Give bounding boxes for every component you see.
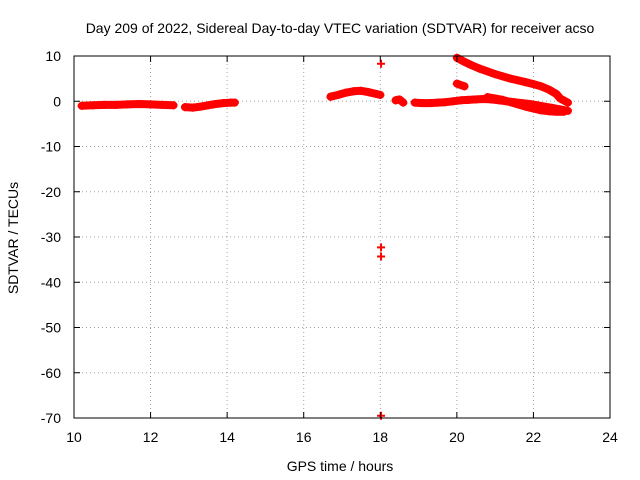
- x-tick-label: 18: [372, 429, 388, 445]
- data-point: [514, 100, 523, 109]
- y-tick-label: -50: [41, 320, 61, 336]
- y-tick-label: -40: [41, 274, 61, 290]
- data-point: [349, 87, 358, 96]
- data-point: [498, 95, 507, 104]
- y-tick-label: -70: [41, 410, 61, 426]
- x-axis-label: GPS time / hours: [287, 458, 394, 474]
- data-point: [498, 72, 507, 81]
- data-point: [460, 57, 469, 66]
- data-point: [475, 64, 484, 73]
- data-point: [426, 99, 435, 108]
- data-point: [464, 95, 473, 104]
- data-point: [491, 94, 500, 103]
- data-point: [521, 78, 530, 87]
- data-point: [77, 101, 86, 110]
- data-point: [211, 99, 220, 108]
- data-point: [364, 88, 373, 97]
- data-point: [556, 94, 565, 103]
- data-point: [341, 88, 350, 97]
- data-point: [135, 99, 144, 108]
- data-point: [376, 90, 385, 99]
- data-point: [514, 76, 523, 85]
- x-tick-label: 16: [296, 429, 312, 445]
- outlier-point: [377, 59, 386, 68]
- data-point: [506, 74, 515, 83]
- data-point: [483, 93, 492, 102]
- x-tick-label: 14: [219, 429, 235, 445]
- outlier-point: [377, 243, 386, 252]
- data-point: [456, 80, 465, 89]
- data-point: [399, 98, 408, 107]
- data-point: [181, 103, 190, 112]
- data-point: [544, 85, 553, 94]
- data-point: [544, 107, 553, 116]
- x-tick-label: 12: [143, 429, 159, 445]
- x-tick-label: 22: [526, 429, 542, 445]
- data-point: [188, 103, 197, 112]
- data-point: [460, 82, 469, 91]
- data-point: [230, 98, 239, 107]
- outlier-point: [377, 252, 386, 261]
- data-point: [334, 90, 343, 99]
- data-point: [204, 101, 212, 110]
- data-point: [560, 107, 569, 116]
- data-point: [449, 97, 458, 106]
- data-point: [452, 79, 461, 88]
- y-tick-label: -60: [41, 365, 61, 381]
- data-point: [433, 98, 442, 107]
- data-point: [123, 100, 132, 109]
- data-point: [506, 98, 515, 107]
- data-point: [219, 99, 228, 108]
- x-tick-label: 10: [66, 429, 82, 445]
- data-point: [100, 100, 109, 109]
- data-point: [468, 61, 477, 70]
- y-axis-label: SDTVAR / TECUs: [5, 182, 21, 294]
- y-tick-label: -10: [41, 139, 61, 155]
- data-point: [112, 100, 121, 109]
- data-point: [418, 99, 427, 108]
- ticks: [73, 55, 611, 419]
- data-point: [491, 70, 500, 79]
- data-point: [456, 96, 465, 105]
- y-tick-label: 0: [53, 93, 61, 109]
- y-tick-label: -30: [41, 229, 61, 245]
- data-point: [326, 92, 335, 101]
- data-point: [483, 67, 492, 76]
- data-point: [441, 98, 450, 107]
- data-point: [537, 82, 546, 91]
- tick-labels: 10 12 14 16 18 20 22 24 10 0 -10 -20 -30 -40 -50 -60 -70: [41, 48, 618, 445]
- data-point: [158, 100, 167, 109]
- data-point: [146, 100, 155, 109]
- y-tick-label: 10: [45, 48, 61, 64]
- x-tick-label: 24: [602, 429, 618, 445]
- data-point: [89, 101, 98, 110]
- data-point: [552, 107, 561, 116]
- data-point: [537, 106, 546, 115]
- data-point: [169, 101, 178, 110]
- data-point: [357, 86, 366, 95]
- data-point: [529, 104, 538, 113]
- data-point: [563, 98, 572, 107]
- data-point: [410, 98, 419, 107]
- data-point: [521, 102, 530, 111]
- data-marks: [77, 53, 572, 420]
- y-tick-label: -20: [41, 184, 61, 200]
- data-point: [472, 95, 480, 104]
- chart-title: Day 209 of 2022, Sidereal Day-to-day VTE…: [86, 20, 595, 36]
- x-tick-label: 20: [449, 429, 465, 445]
- data-point: [196, 102, 205, 111]
- data-point: [552, 90, 561, 99]
- data-point: [529, 80, 538, 89]
- grid: [74, 56, 610, 418]
